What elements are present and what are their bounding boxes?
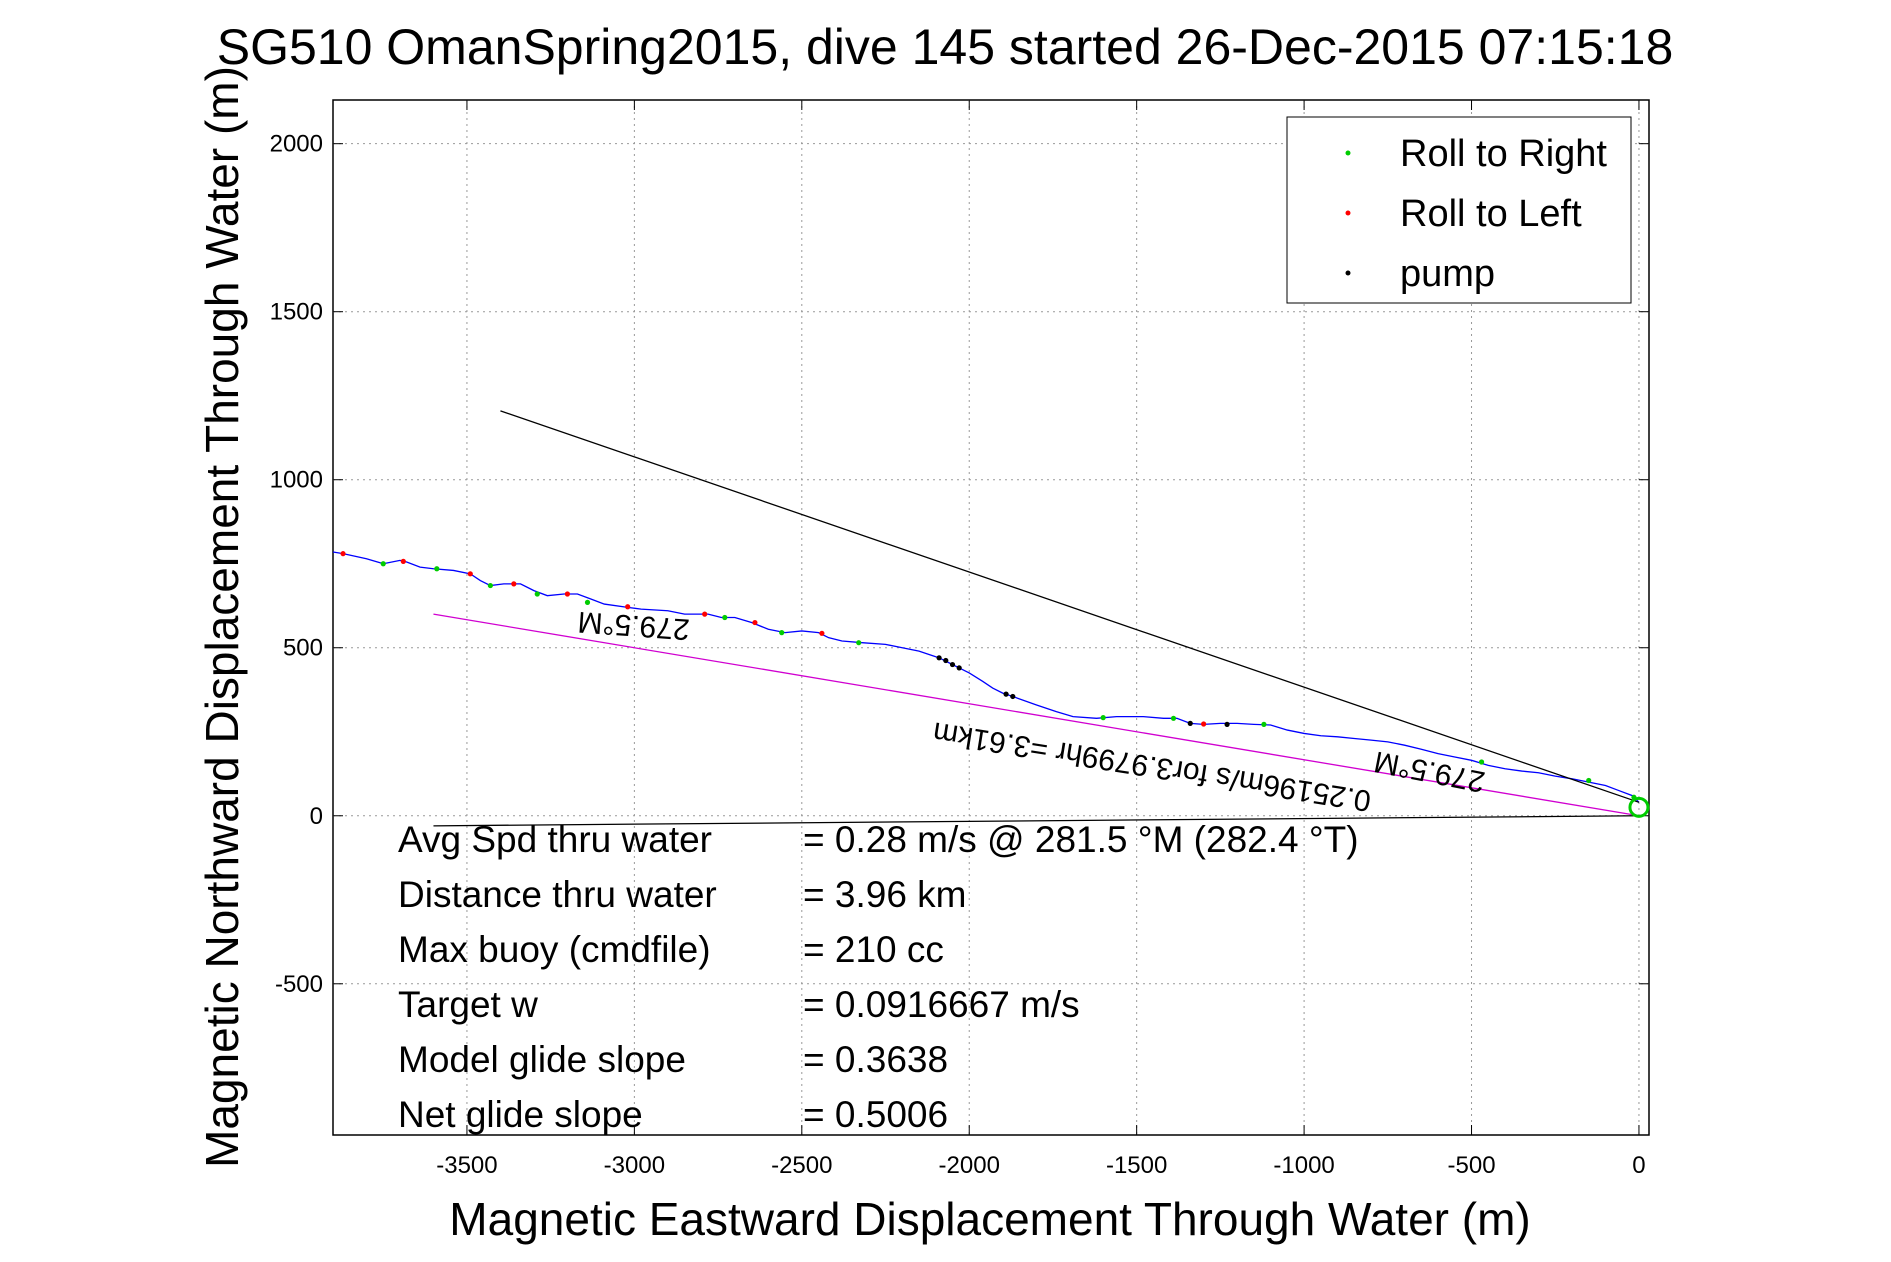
stat-label: Max buoy (cmdfile) [398,929,711,970]
x-tick-label: -1000 [1273,1152,1334,1179]
stat-value: = 0.5006 [803,1094,948,1135]
roll-right-point [534,591,540,597]
roll-right-point [779,630,785,636]
x-tick-label: -3500 [436,1152,497,1179]
roll-left-point [819,630,825,636]
roll-left-point [702,611,708,617]
y-tick-label: 1500 [270,299,323,326]
stat-value: = 210 cc [803,929,944,970]
stat-label: Avg Spd thru water [398,819,712,860]
stat-label: Net glide slope [398,1094,643,1135]
pump-point [936,655,942,661]
legend-label: pump [1400,253,1495,295]
x-tick-label: -2000 [939,1152,1000,1179]
roll-right-point [380,561,386,567]
legend: Roll to Right Roll to Left pump [1286,116,1632,304]
legend-marker [1345,210,1351,216]
roll-right-point [1478,759,1485,765]
plot-area: -3500 -3000 -2500 -2000 -1500 -1000 -500 0 -500… [270,99,1650,1179]
dive-start-marker [1628,796,1650,818]
series-line-zero-line [433,815,1639,827]
legend-box [1286,116,1632,304]
legend-label: Roll to Left [1400,193,1582,235]
pump-point [949,661,956,668]
stat-value: = 0.3638 [803,1039,948,1080]
roll-right-point [487,582,493,589]
roll-right-point [1261,721,1267,727]
x-axis-ticks: -3500 -3000 -2500 -2000 -1500 -1000 -500 0 [436,100,1646,1179]
pump-point [1010,693,1016,700]
series-layer [332,410,1640,827]
x-tick-label: 0 [1632,1152,1645,1179]
stat-value: = 0.0916667 m/s [803,984,1080,1025]
pump-point [943,657,949,664]
roll-left-point [400,558,406,564]
x-tick-label: -1500 [1106,1152,1167,1179]
series-line-current-set-line [433,613,1640,817]
legend-marker [1345,150,1351,156]
roll-left-point [340,551,346,557]
pump-point [1003,691,1009,697]
roll-left-point [564,591,571,597]
roll-right-point [584,599,591,605]
roll-left-point [467,571,473,577]
roll-right-point [1586,777,1592,784]
roll-right-point [722,614,728,621]
stat-value: = 3.96 km [803,874,967,915]
stat-label: Model glide slope [398,1039,686,1080]
y-tick-label: 1000 [270,467,323,494]
roll-left-point [511,581,517,587]
y-tick-label: 2000 [270,131,323,158]
y-axis-ticks: -500 0 500 1000 1500 2000 [270,131,1649,998]
legend-label: Roll to Right [1400,133,1607,175]
stat-label: Distance thru water [398,874,717,915]
x-tick-label: -2500 [771,1152,832,1179]
roll-right-point [1170,715,1177,721]
pump-point [1224,721,1230,727]
roll-left-point [1201,721,1207,727]
pump-point [1187,720,1193,726]
series-line-track [332,551,1640,803]
series-line-predicted-course-line [500,410,1640,803]
pump-point [956,665,962,671]
grid [333,100,1649,1135]
stat-value: = 0.28 m/s @ 281.5 °M (282.4 °T) [803,819,1359,860]
y-tick-label: 500 [283,635,323,662]
stat-label: Target w [398,984,538,1025]
marker-layer [340,551,1650,818]
stats-box: Avg Spd thru water = 0.28 m/s @ 281.5 °M … [398,819,1359,1135]
heading-annotation: 279.5°M [577,605,691,646]
roll-right-point [434,566,440,572]
y-axis-label: Magnetic Northward Displacement Through … [196,66,248,1168]
roll-right-point [1100,715,1106,721]
y-tick-label: -500 [275,971,323,998]
y-tick-label: 0 [310,803,323,830]
chart-title: SG510 OmanSpring2015, dive 145 started 2… [217,19,1674,75]
x-tick-label: -500 [1448,1152,1496,1179]
roll-right-point [856,640,862,646]
legend-marker [1345,270,1351,276]
roll-left-point [625,604,631,610]
x-axis-label: Magnetic Eastward Displacement Through W… [449,1193,1530,1245]
x-tick-label: -3000 [604,1152,665,1179]
roll-left-point [752,619,758,626]
